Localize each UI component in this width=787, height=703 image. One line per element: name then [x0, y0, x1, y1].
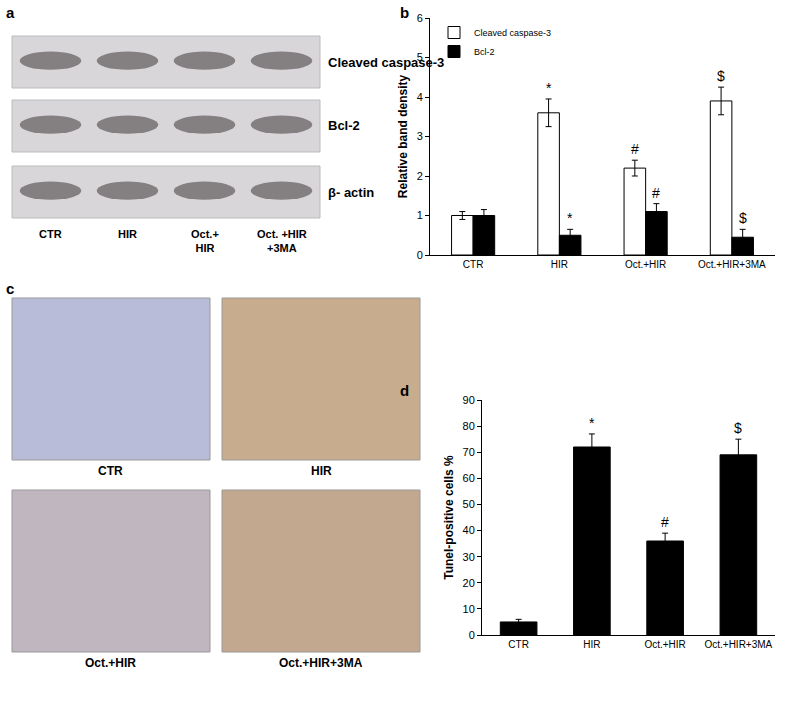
svg-text:30: 30: [463, 551, 475, 563]
svg-text:Tunel-positive cells %: Tunel-positive cells %: [442, 455, 456, 580]
svg-text:5: 5: [417, 51, 423, 63]
svg-text:Oct.+HIR: Oct.+HIR: [625, 259, 666, 270]
svg-text:60: 60: [463, 472, 475, 484]
svg-text:β- actin: β- actin: [328, 185, 374, 200]
svg-text:#: #: [631, 141, 639, 157]
svg-text:*: *: [546, 80, 552, 96]
svg-text:a: a: [6, 4, 15, 21]
svg-text:Relative band density: Relative band density: [396, 74, 410, 198]
svg-text:Oct.+HIR+3MA: Oct.+HIR+3MA: [704, 639, 772, 650]
svg-text:Oct.+HIR: Oct.+HIR: [191, 228, 219, 254]
svg-text:CTR: CTR: [39, 228, 62, 240]
svg-text:Oct.+HIR: Oct.+HIR: [644, 639, 685, 650]
svg-text:b: b: [400, 4, 409, 21]
svg-text:2: 2: [417, 170, 423, 182]
svg-text:c: c: [6, 280, 14, 297]
svg-text:0: 0: [469, 629, 475, 641]
svg-text:#: #: [661, 514, 669, 530]
svg-text:Cleaved caspase-3: Cleaved caspase-3: [328, 55, 444, 70]
svg-text:Oct.+HIR: Oct.+HIR: [85, 656, 136, 670]
svg-text:d: d: [400, 382, 409, 399]
svg-text:80: 80: [463, 420, 475, 432]
svg-text:$: $: [739, 210, 747, 226]
svg-text:HIR: HIR: [551, 259, 568, 270]
svg-text:70: 70: [463, 446, 475, 458]
svg-text:1: 1: [417, 209, 423, 221]
svg-text:HIR: HIR: [118, 228, 137, 240]
svg-text:0: 0: [417, 249, 423, 261]
svg-text:*: *: [589, 415, 595, 431]
svg-text:Cleaved caspase-3: Cleaved caspase-3: [474, 28, 551, 38]
svg-text:4: 4: [417, 91, 423, 103]
svg-text:40: 40: [463, 524, 475, 536]
svg-text:Oct.+HIR+3MA: Oct.+HIR+3MA: [279, 656, 363, 670]
svg-text:CTR: CTR: [463, 259, 484, 270]
svg-text:6: 6: [417, 12, 423, 24]
svg-text:10: 10: [463, 603, 475, 615]
svg-text:*: *: [567, 210, 573, 226]
svg-text:20: 20: [463, 577, 475, 589]
svg-text:50: 50: [463, 498, 475, 510]
svg-text:Bcl-2: Bcl-2: [328, 118, 360, 133]
svg-text:#: #: [652, 185, 660, 201]
svg-text:HIR: HIR: [583, 639, 600, 650]
svg-text:Bcl-2: Bcl-2: [474, 47, 495, 57]
svg-text:HIR: HIR: [311, 464, 332, 478]
svg-text:CTR: CTR: [98, 464, 123, 478]
svg-text:$: $: [717, 68, 725, 84]
svg-text:Oct.+HIR+3MA: Oct.+HIR+3MA: [698, 259, 766, 270]
svg-text:90: 90: [463, 394, 475, 406]
svg-text:$: $: [734, 420, 742, 436]
svg-text:Oct. +HIR+3MA: Oct. +HIR+3MA: [257, 228, 307, 254]
svg-text:3: 3: [417, 130, 423, 142]
svg-text:CTR: CTR: [508, 639, 529, 650]
